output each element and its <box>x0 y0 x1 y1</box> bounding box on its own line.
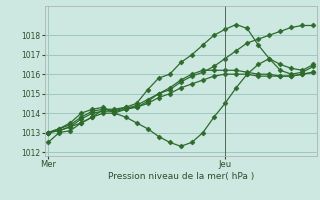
X-axis label: Pression niveau de la mer( hPa ): Pression niveau de la mer( hPa ) <box>108 172 254 181</box>
